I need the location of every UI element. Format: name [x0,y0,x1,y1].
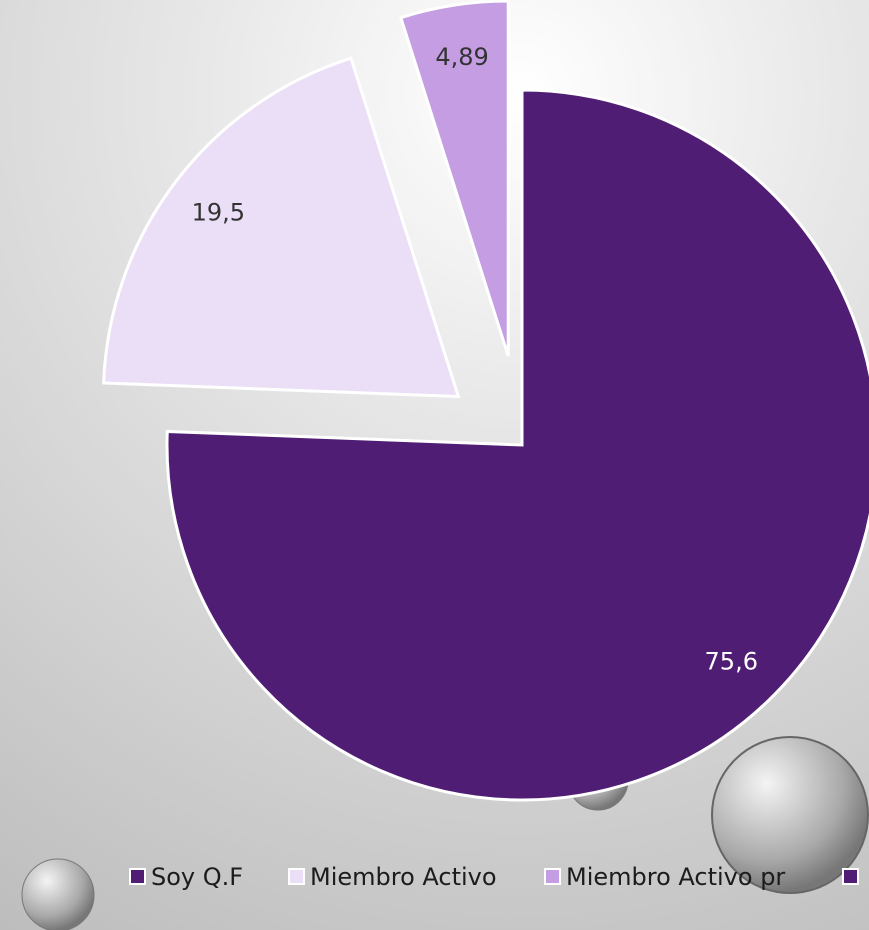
legend-swatch [129,868,146,885]
decor-bubble [21,858,95,930]
legend: Soy Q.F Miembro Activo Miembro Activo pr [129,863,859,891]
legend-label: Miembro Activo [310,863,497,891]
legend-label: Miembro Activo pr [566,863,785,891]
pie-slice [165,88,869,802]
legend-label: Soy Q.F [151,863,243,891]
legend-swatch [544,868,561,885]
legend-swatch [288,868,305,885]
legend-swatch [842,868,859,885]
value-label: 4,89 [435,43,488,71]
pie: 75,6 19,5 4,89 [102,0,869,802]
pie-slice [102,56,461,399]
value-label: 19,5 [192,199,245,227]
decor-bubble [711,736,869,894]
pie-slice [398,0,510,357]
value-label: 75,6 [705,647,758,675]
